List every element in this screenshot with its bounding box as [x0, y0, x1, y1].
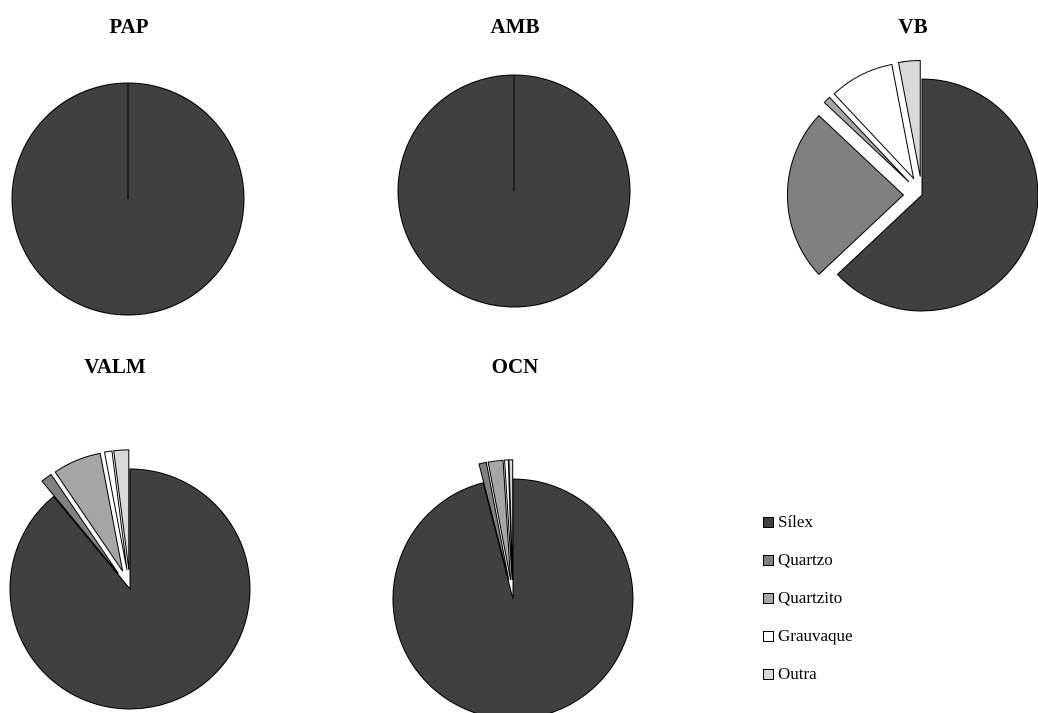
legend-swatch-silex: [763, 516, 774, 528]
legend: Sílex Quartzo Quartzito Grauvaque Outra: [763, 503, 853, 693]
pie-pap: [11, 82, 245, 316]
legend-label-quartzo: Quartzo: [778, 550, 833, 569]
pie-slice-silex: [836, 78, 1038, 312]
pie-vb: [786, 60, 1038, 312]
legend-item-silex: Sílex: [763, 503, 853, 541]
pie-slice-quartzito: [54, 452, 124, 572]
chart-title-pap: PAP: [109, 14, 149, 38]
pie-slice-quartzo: [478, 461, 510, 581]
legend-item-quartzo: Quartzo: [763, 541, 853, 579]
legend-swatch-outra: [763, 668, 774, 680]
pie-ocn: [392, 459, 634, 713]
pie-slice-grauvaque: [103, 450, 128, 571]
legend-swatch-quartzito: [763, 592, 774, 604]
legend-item-grauvaque: Grauvaque: [763, 617, 853, 655]
pie-slice-grauvaque: [833, 63, 915, 181]
pie-slice-quartzito: [823, 96, 910, 183]
pie-slice-grauvaque: [504, 459, 513, 580]
pie-slice-outra: [508, 459, 514, 580]
legend-item-outra: Outra: [763, 655, 853, 693]
pie-slice-quartzo: [41, 473, 119, 574]
chart-title-amb: AMB: [490, 14, 540, 38]
chart-title-ocn: OCN: [491, 354, 539, 378]
pie-slice-quartzito: [487, 459, 512, 581]
legend-swatch-quartzo: [763, 554, 774, 566]
legend-label-grauvaque: Grauvaque: [778, 626, 853, 645]
pie-amb: [397, 74, 631, 308]
pie-slice-silex: [9, 468, 251, 710]
pie-slice-outra: [897, 60, 921, 177]
pie-slice-outra: [113, 449, 130, 570]
pie-valm: [9, 449, 251, 710]
legend-label-outra: Outra: [778, 664, 817, 683]
legend-item-quartzito: Quartzito: [763, 579, 853, 617]
pie-slice-silex: [392, 478, 634, 713]
legend-label-quartzito: Quartzito: [778, 588, 843, 607]
legend-label-silex: Sílex: [778, 512, 813, 531]
legend-swatch-grauvaque: [763, 630, 774, 642]
chart-title-vb: VB: [898, 14, 928, 38]
chart-title-valm: VALM: [84, 354, 146, 378]
pie-slice-quartzo: [786, 114, 905, 276]
